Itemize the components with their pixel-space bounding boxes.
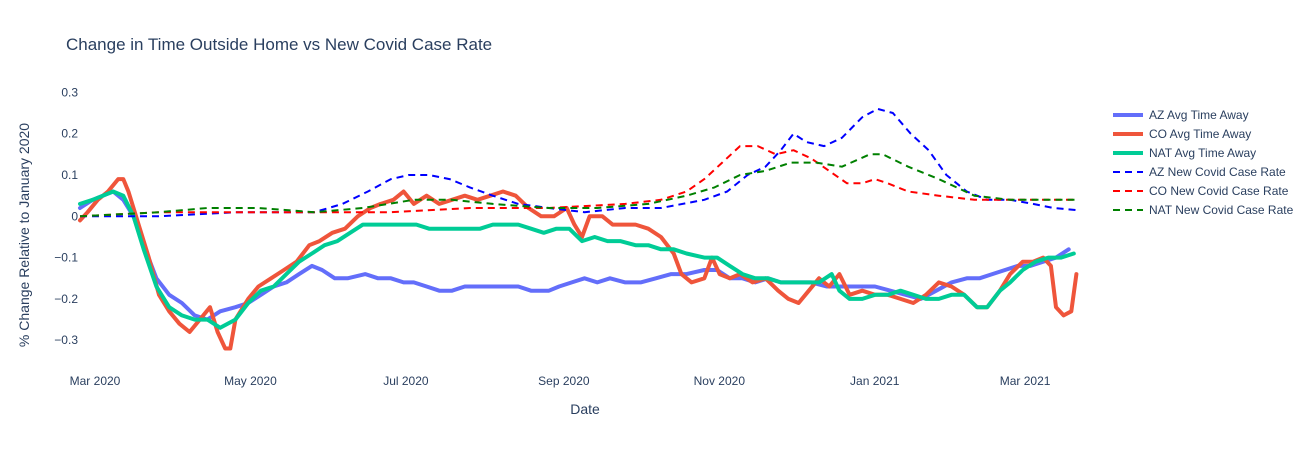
legend-item-label: CO Avg Time Away (1149, 127, 1251, 141)
y-tick-label: 0.1 (61, 168, 78, 182)
x-tick-label: Mar 2021 (1000, 374, 1051, 388)
legend-item-label: NAT Avg Time Away (1149, 146, 1256, 160)
series-line-1 (78, 189, 1071, 322)
x-tick-label: May 2020 (224, 374, 277, 388)
series-line-5 (79, 145, 1077, 218)
series-line-6 (79, 153, 1077, 218)
legend-item-label: CO New Covid Case Rate (1149, 184, 1289, 198)
y-tick-label: 0.3 (61, 85, 78, 99)
x-tick-label: Nov 2020 (694, 374, 746, 388)
y-tick-label: 0.2 (61, 127, 78, 141)
y-tick-label: −0.3 (54, 333, 78, 347)
series-line-3 (78, 189, 1076, 330)
legend-item-label: AZ New Covid Case Rate (1149, 165, 1286, 179)
y-tick-label: 0 (71, 209, 78, 223)
x-tick-label: Sep 2020 (538, 374, 590, 388)
x-axis: Mar 2020 May 2020 Jul 2020 Sep 2020 Nov 2020… (70, 374, 1051, 388)
legend-item-label: NAT New Covid Case Rate (1149, 203, 1294, 217)
y-axis-title: % Change Relative to January 2020 (16, 123, 32, 347)
y-tick-label: −0.1 (54, 251, 78, 265)
x-axis-title: Date (570, 401, 600, 417)
y-tick-label: −0.2 (54, 292, 78, 306)
series-line-4 (80, 107, 1077, 218)
legend-item-label: AZ Avg Time Away (1149, 108, 1249, 122)
plot-area (78, 107, 1079, 351)
chart-title: Change in Time Outside Home vs New Covid… (66, 35, 492, 54)
x-tick-label: Jul 2020 (383, 374, 429, 388)
y-axis: 0.3 0.2 0.1 0 −0.1 −0.2 −0.3 (54, 85, 78, 347)
x-tick-label: Mar 2020 (70, 374, 121, 388)
x-tick-label: Jan 2021 (850, 374, 900, 388)
legend: AZ Avg Time Away CO Avg Time Away NAT Avg … (1113, 108, 1294, 217)
